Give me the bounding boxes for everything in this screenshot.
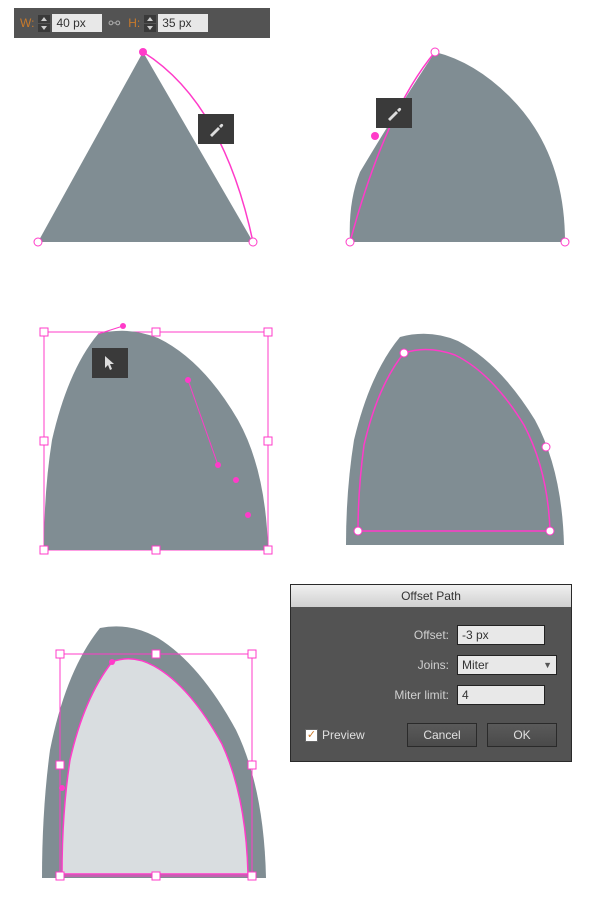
miter-limit-label: Miter limit:: [369, 688, 449, 702]
height-label: H:: [128, 16, 140, 30]
anchor-point[interactable]: [109, 659, 115, 665]
miter-limit-input[interactable]: 4: [457, 685, 545, 705]
chevron-down-icon: ▼: [543, 660, 552, 670]
resize-handle[interactable]: [264, 437, 272, 445]
resize-handle[interactable]: [248, 650, 256, 658]
anchor-point[interactable]: [245, 512, 251, 518]
height-stepper[interactable]: [144, 15, 156, 32]
preview-label: Preview: [322, 728, 365, 742]
height-step-down[interactable]: [144, 24, 156, 32]
anchor-point[interactable]: [542, 443, 550, 451]
joins-value: Miter: [462, 658, 489, 672]
resize-handle[interactable]: [248, 872, 256, 880]
handle-point[interactable]: [215, 462, 221, 468]
eyedropper-cursor-icon: [198, 114, 234, 144]
anchor-point[interactable]: [431, 48, 439, 56]
resize-handle[interactable]: [152, 872, 160, 880]
panel-2: [330, 42, 570, 252]
selection-cursor-icon: [92, 348, 128, 378]
anchor-point[interactable]: [561, 238, 569, 246]
joins-select[interactable]: Miter ▼: [457, 655, 557, 675]
resize-handle[interactable]: [264, 546, 272, 554]
preview-checkbox[interactable]: ✓ Preview: [305, 728, 365, 742]
checkbox-icon: ✓: [305, 729, 318, 742]
fin-shape: [44, 331, 268, 550]
anchor-point[interactable]: [400, 349, 408, 357]
joins-label: Joins:: [369, 658, 449, 672]
anchor-point[interactable]: [354, 527, 362, 535]
panel-1: [28, 42, 258, 252]
resize-handle[interactable]: [56, 650, 64, 658]
resize-handle[interactable]: [56, 761, 64, 769]
resize-handle[interactable]: [152, 650, 160, 658]
transform-toolbar: W: 40 px ⚯ H: 35 px: [14, 8, 270, 38]
resize-handle[interactable]: [56, 872, 64, 880]
width-step-up[interactable]: [38, 15, 50, 23]
resize-handle[interactable]: [40, 546, 48, 554]
resize-handle[interactable]: [152, 328, 160, 336]
eyedropper-cursor-icon: [376, 98, 412, 128]
anchor-point[interactable]: [249, 238, 257, 246]
offset-path-dialog: Offset Path Offset: -3 px Joins: Miter ▼…: [290, 584, 572, 762]
resize-handle[interactable]: [152, 546, 160, 554]
ok-button[interactable]: OK: [487, 723, 557, 747]
resize-handle[interactable]: [248, 761, 256, 769]
width-input[interactable]: 40 px: [52, 14, 102, 32]
anchor-point[interactable]: [34, 238, 42, 246]
resize-handle[interactable]: [40, 328, 48, 336]
anchor-point[interactable]: [59, 785, 65, 791]
triangle-shape: [38, 52, 253, 242]
width-label: W:: [20, 16, 34, 30]
width-stepper[interactable]: [38, 15, 50, 32]
offset-label: Offset:: [369, 628, 449, 642]
offset-input[interactable]: -3 px: [457, 625, 545, 645]
panel-4: [340, 325, 570, 550]
anchor-point[interactable]: [371, 132, 379, 140]
anchor-point[interactable]: [139, 48, 147, 56]
panel-3: [38, 320, 268, 560]
cancel-button[interactable]: Cancel: [407, 723, 477, 747]
width-step-down[interactable]: [38, 24, 50, 32]
anchor-point[interactable]: [233, 477, 239, 483]
height-input[interactable]: 35 px: [158, 14, 208, 32]
panel-5: [38, 620, 268, 880]
dialog-title: Offset Path: [291, 585, 571, 607]
handle-point[interactable]: [120, 323, 126, 329]
height-step-up[interactable]: [144, 15, 156, 23]
link-wh-icon[interactable]: ⚯: [108, 15, 120, 32]
anchor-point[interactable]: [546, 527, 554, 535]
resize-handle[interactable]: [40, 437, 48, 445]
resize-handle[interactable]: [264, 328, 272, 336]
anchor-point[interactable]: [346, 238, 354, 246]
anchor-point[interactable]: [185, 377, 191, 383]
